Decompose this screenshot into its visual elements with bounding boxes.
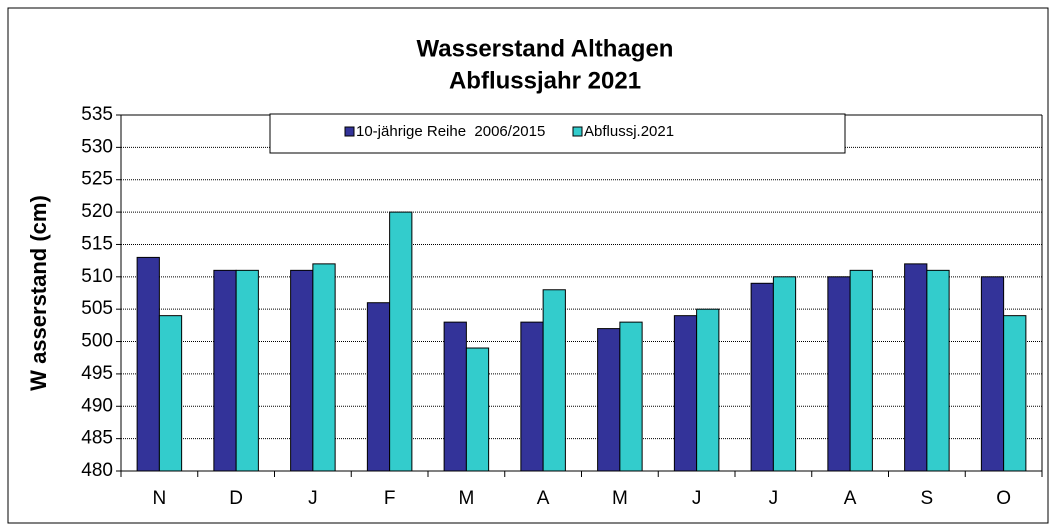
y-tick-label: 520	[81, 201, 113, 222]
legend-swatch	[344, 126, 355, 137]
chart-title: Wasserstand Althagen	[417, 35, 674, 62]
y-tick-label: 490	[81, 395, 113, 416]
bar	[772, 276, 797, 472]
bar	[750, 282, 774, 472]
x-tick-label: F	[384, 488, 396, 509]
bar	[542, 289, 566, 472]
legend-label: 10-jährige Reihe 2006/2015	[356, 123, 545, 140]
x-tick-label: N	[153, 488, 167, 509]
bar	[389, 211, 413, 472]
x-tick-label: M	[458, 488, 474, 509]
y-tick-label: 525	[81, 169, 113, 190]
bar	[213, 269, 237, 472]
x-tick-label: A	[844, 488, 857, 509]
bar	[443, 321, 467, 472]
legend-box	[269, 113, 846, 154]
bar	[619, 321, 643, 472]
x-tick-label: J	[692, 488, 702, 509]
y-tick-label: 535	[81, 104, 113, 125]
bar	[158, 315, 183, 472]
y-tick-label: 480	[81, 460, 113, 481]
bar	[904, 263, 928, 472]
y-tick-label: 515	[81, 233, 113, 254]
bar	[290, 269, 314, 472]
x-tick-label: M	[612, 488, 628, 509]
bar	[673, 315, 698, 472]
legend-swatch	[572, 126, 583, 137]
bar	[235, 269, 259, 472]
y-tick-label: 505	[81, 298, 113, 319]
x-tick-label: J	[769, 488, 779, 509]
bar	[520, 321, 544, 472]
y-tick-label: 530	[81, 136, 113, 157]
y-tick-label: 510	[81, 266, 113, 287]
x-tick-label: A	[537, 488, 550, 509]
x-tick-label: D	[229, 488, 243, 509]
bar	[312, 263, 336, 472]
x-tick-label: S	[921, 488, 934, 509]
legend-label: Abflussj.2021	[584, 123, 674, 140]
bar	[1003, 315, 1027, 472]
bar	[849, 269, 873, 472]
bar	[827, 276, 851, 472]
plot-area	[121, 115, 1042, 471]
x-tick-label: J	[308, 488, 318, 509]
bar	[696, 308, 720, 472]
bar	[597, 328, 621, 472]
bar	[366, 302, 391, 472]
bar	[926, 269, 950, 472]
chart-title: Abflussjahr 2021	[449, 67, 641, 94]
y-tick-label: 500	[81, 331, 113, 352]
y-axis-label: W asserstand (cm)	[26, 195, 51, 391]
bar	[980, 276, 1005, 472]
bar	[136, 256, 160, 472]
y-tick-label: 495	[81, 363, 113, 384]
x-tick-label: O	[996, 488, 1011, 509]
bar	[465, 347, 490, 472]
y-tick-label: 485	[81, 428, 113, 449]
